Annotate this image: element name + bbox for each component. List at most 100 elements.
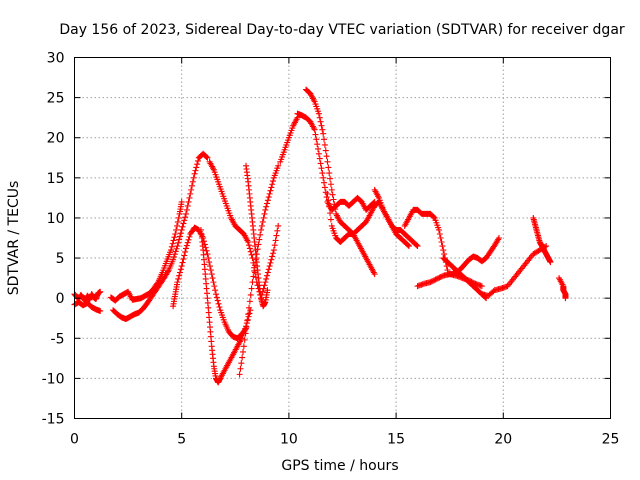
data-point [429, 277, 436, 284]
chart-title: Day 156 of 2023, Sidereal Day-to-day VTE… [59, 22, 625, 38]
data-point [405, 242, 412, 249]
data-point [318, 165, 325, 172]
data-point [258, 222, 265, 229]
data-point [246, 310, 253, 317]
data-point [435, 275, 442, 282]
data-point [271, 242, 278, 249]
data-point [324, 190, 331, 197]
data-point [315, 150, 322, 157]
data-point [495, 236, 502, 243]
data-point [274, 227, 281, 234]
data-point [213, 291, 220, 298]
data-point [270, 250, 277, 257]
data-point [437, 235, 444, 241]
data-point [167, 247, 174, 254]
data-point [183, 242, 190, 249]
data-point [175, 275, 182, 282]
data-point [320, 130, 327, 137]
y-tick-label: -5 [51, 331, 65, 347]
data-point [207, 263, 214, 270]
data-point [413, 242, 420, 249]
data-point [430, 214, 437, 221]
data-point [175, 239, 182, 246]
data-point [209, 275, 216, 282]
y-tick-label: 5 [56, 251, 65, 267]
grid [74, 57, 611, 419]
data-point [270, 178, 277, 185]
data-point [321, 136, 328, 143]
data-point [204, 154, 211, 161]
x-tick-label: 0 [70, 432, 79, 448]
data-point [321, 179, 328, 186]
data-point [174, 218, 181, 225]
data-point [264, 287, 271, 294]
data-point [193, 164, 200, 171]
data-point [178, 226, 185, 233]
data-point [332, 206, 339, 213]
data-point [266, 190, 273, 197]
data-point [179, 223, 186, 230]
data-point [181, 252, 188, 259]
data-point [244, 317, 251, 324]
data-point [268, 256, 275, 263]
data-point [203, 247, 210, 254]
data-point [182, 245, 189, 252]
data-point [269, 253, 276, 260]
data-point [329, 191, 336, 198]
data-point [189, 178, 196, 185]
x-tick-label: 15 [387, 432, 405, 448]
data-point [183, 206, 190, 213]
y-axis-label: SDTVAR / TECUs [6, 181, 22, 296]
data-point [214, 297, 221, 304]
data-point [319, 170, 326, 177]
data-point [171, 251, 178, 258]
data-point [324, 158, 331, 165]
data-point [204, 251, 211, 258]
x-tick-label: 25 [602, 432, 620, 448]
data-point [180, 220, 187, 227]
data-point [172, 248, 179, 255]
data-point [267, 259, 274, 266]
data-point [323, 153, 330, 160]
data-point [265, 194, 272, 201]
data-point [264, 197, 271, 204]
data-point [371, 271, 378, 278]
data-point [213, 294, 220, 301]
data-point [319, 126, 326, 133]
data-point [436, 274, 443, 281]
data-point [490, 288, 497, 295]
axis-ticks: -15 -10 -5 0 5 10 15 20 25 30 0 5 10 15 20 25 [42, 51, 620, 448]
data-point [208, 271, 215, 278]
data-point [562, 295, 569, 302]
data-point [245, 311, 252, 318]
data-point [262, 206, 269, 213]
data-point [316, 114, 323, 121]
series-pass-k [294, 110, 378, 213]
data-point [262, 279, 269, 286]
data-point [322, 147, 329, 154]
data-point [440, 247, 447, 254]
data-point [240, 343, 247, 350]
data-point [188, 182, 195, 189]
data-point [260, 214, 267, 221]
series-pass-j [277, 114, 301, 165]
data-point [245, 239, 252, 246]
series-pass-q [440, 255, 490, 302]
data-point [173, 245, 180, 252]
data-point [212, 287, 219, 294]
series-pass-u [556, 275, 569, 302]
data-point [435, 226, 442, 233]
data-point [210, 279, 217, 286]
data-point [246, 304, 253, 311]
data-point [261, 282, 268, 289]
data-point [215, 300, 222, 307]
data-point [173, 222, 180, 229]
y-tick-label: 25 [47, 91, 65, 107]
data-point [246, 298, 253, 305]
data-point [171, 234, 178, 241]
series-pass-n [371, 186, 412, 250]
data-point [325, 164, 332, 171]
data-point [178, 198, 185, 205]
data-point [164, 268, 171, 275]
